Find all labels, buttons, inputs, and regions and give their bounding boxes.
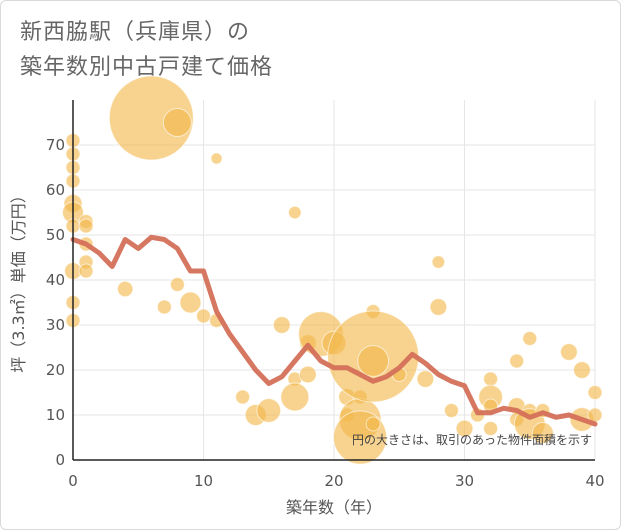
- x-tick-label: 30: [455, 472, 474, 490]
- bubble-point: [210, 152, 223, 165]
- y-tick-label: 30: [46, 316, 65, 334]
- y-tick-label: 10: [46, 406, 65, 424]
- bubble-point: [280, 382, 310, 412]
- x-tick-label: 40: [585, 472, 604, 490]
- bubble-point: [522, 331, 538, 346]
- y-axis-label: 坪（3.3㎡）単価（万円）: [9, 187, 28, 372]
- chart-title-line1: 新西脇駅（兵庫県）の: [20, 20, 251, 45]
- bubble-point: [431, 255, 446, 269]
- y-tick-label: 60: [46, 181, 65, 199]
- bubble-point: [162, 108, 192, 137]
- bubble-point: [560, 343, 578, 361]
- y-tick-label: 70: [46, 136, 65, 154]
- tick-labels: 0 10 20 30 40 50 60 70 0 10 20 30 40: [46, 136, 605, 490]
- bubble-point: [117, 280, 134, 298]
- bubble-point: [78, 218, 94, 234]
- bubble-point: [156, 299, 172, 315]
- bubble-point: [573, 361, 591, 379]
- bubble-layer: [62, 75, 603, 465]
- bubble-point: [196, 308, 211, 324]
- bubble-point: [587, 385, 603, 400]
- bubble-point: [416, 370, 435, 388]
- y-tick-label: 0: [55, 451, 65, 469]
- axes: [72, 100, 595, 461]
- x-tick-label: 0: [68, 472, 78, 490]
- bubble-point: [256, 398, 282, 423]
- bubble-point: [531, 422, 554, 444]
- bubble-point: [299, 365, 317, 384]
- bubble-point: [455, 419, 474, 438]
- bubble-point: [429, 298, 448, 316]
- x-tick-label: 20: [324, 472, 343, 490]
- bubble-point: [108, 75, 194, 161]
- bubble-point: [509, 353, 525, 369]
- bubble-point: [483, 421, 499, 436]
- bubble-point: [443, 403, 459, 418]
- bubble-point: [235, 389, 251, 405]
- bubble-point: [272, 316, 291, 334]
- size-legend-note: 円の大きさは、取引のあった物件面積を示す: [352, 432, 592, 447]
- y-tick-label: 40: [46, 271, 65, 289]
- bubble-point: [483, 371, 499, 387]
- chart-title: 新西脇駅（兵庫県）の 築年数別中古戸建て価格: [20, 15, 273, 85]
- average-price-line-layer: [70, 234, 598, 427]
- bubble-point: [179, 291, 202, 314]
- bubble-point: [357, 345, 390, 377]
- average-price-line: [70, 234, 598, 427]
- bubble-point: [169, 277, 185, 292]
- x-tick-label: 10: [194, 472, 213, 490]
- bubble-point: [78, 263, 94, 279]
- bubble-point: [288, 205, 302, 220]
- bubble-point: [365, 416, 381, 432]
- y-tick-label: 50: [46, 226, 65, 244]
- x-axis-label: 築年数（年）: [286, 498, 382, 517]
- y-tick-label: 20: [46, 361, 65, 379]
